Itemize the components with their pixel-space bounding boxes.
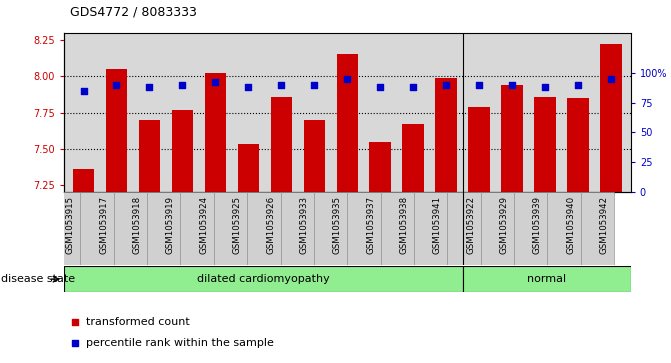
Bar xyxy=(414,192,448,265)
Bar xyxy=(47,192,81,265)
Point xyxy=(408,84,419,90)
Bar xyxy=(81,192,114,265)
Bar xyxy=(468,107,490,192)
Bar xyxy=(238,144,259,192)
Bar xyxy=(601,44,621,192)
Text: GSM1053919: GSM1053919 xyxy=(166,196,175,254)
Text: GDS4772 / 8083333: GDS4772 / 8083333 xyxy=(70,5,197,18)
Point xyxy=(177,82,188,87)
Bar xyxy=(514,192,548,265)
Point xyxy=(606,76,617,81)
Point xyxy=(78,87,89,93)
Text: GSM1053941: GSM1053941 xyxy=(433,196,442,254)
Bar xyxy=(280,192,314,265)
Point xyxy=(375,84,386,90)
Text: GSM1053939: GSM1053939 xyxy=(533,196,542,254)
Point xyxy=(572,82,583,87)
Bar xyxy=(205,73,226,192)
Bar xyxy=(73,169,94,192)
Bar xyxy=(403,124,424,192)
Point xyxy=(70,319,81,325)
Bar xyxy=(435,78,457,192)
Point xyxy=(243,84,254,90)
Bar xyxy=(448,192,480,265)
Bar xyxy=(480,192,514,265)
Bar xyxy=(64,266,462,292)
Bar xyxy=(180,192,214,265)
Bar xyxy=(534,97,556,192)
Text: GSM1053942: GSM1053942 xyxy=(600,196,609,254)
Bar xyxy=(270,97,292,192)
Point xyxy=(474,82,484,87)
Point xyxy=(111,82,122,87)
Text: GSM1053918: GSM1053918 xyxy=(133,196,142,254)
Text: GSM1053922: GSM1053922 xyxy=(466,196,475,254)
Bar xyxy=(370,142,391,192)
Text: disease state: disease state xyxy=(1,274,75,284)
Text: GSM1053924: GSM1053924 xyxy=(199,196,208,254)
Bar xyxy=(580,192,614,265)
Bar xyxy=(337,54,358,192)
Point xyxy=(70,340,81,346)
Bar xyxy=(114,192,147,265)
Point xyxy=(539,84,550,90)
Bar xyxy=(501,85,523,192)
Text: GSM1053933: GSM1053933 xyxy=(299,196,309,254)
Bar xyxy=(247,192,280,265)
Bar xyxy=(567,98,588,192)
Text: percentile rank within the sample: percentile rank within the sample xyxy=(87,338,274,347)
Point xyxy=(342,76,353,81)
Bar xyxy=(314,192,348,265)
Text: transformed count: transformed count xyxy=(87,317,190,327)
Text: GSM1053926: GSM1053926 xyxy=(266,196,275,254)
Point xyxy=(507,82,517,87)
Text: GSM1053915: GSM1053915 xyxy=(66,196,75,254)
Text: GSM1053940: GSM1053940 xyxy=(566,196,575,254)
Point xyxy=(210,79,221,85)
Text: normal: normal xyxy=(527,274,566,284)
Text: GSM1053929: GSM1053929 xyxy=(499,196,509,254)
Bar xyxy=(172,110,193,192)
Point xyxy=(441,82,452,87)
Bar xyxy=(462,266,631,292)
Text: dilated cardiomyopathy: dilated cardiomyopathy xyxy=(197,274,329,284)
Text: GSM1053935: GSM1053935 xyxy=(333,196,342,254)
Text: GSM1053917: GSM1053917 xyxy=(99,196,108,254)
Bar xyxy=(348,192,380,265)
Bar xyxy=(548,192,580,265)
Bar xyxy=(147,192,180,265)
Point xyxy=(309,82,319,87)
Bar xyxy=(106,69,127,192)
Bar xyxy=(139,120,160,192)
Bar xyxy=(303,120,325,192)
Point xyxy=(144,84,155,90)
Text: GSM1053925: GSM1053925 xyxy=(233,196,242,254)
Bar xyxy=(214,192,247,265)
Text: GSM1053938: GSM1053938 xyxy=(399,196,409,254)
Text: GSM1053937: GSM1053937 xyxy=(366,196,375,254)
Bar xyxy=(380,192,414,265)
Point xyxy=(276,82,287,87)
